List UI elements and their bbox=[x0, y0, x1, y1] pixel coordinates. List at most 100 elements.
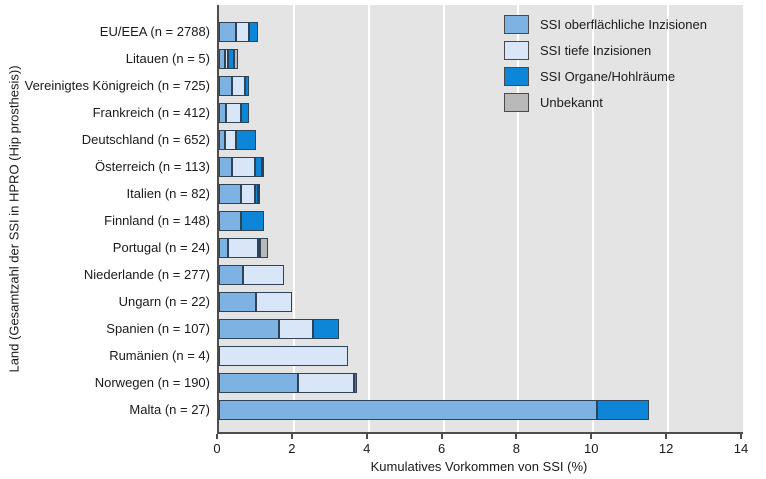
bar-row bbox=[219, 103, 249, 123]
x-tick-mark bbox=[440, 434, 443, 439]
category-label: Litauen (n = 5) bbox=[125, 51, 210, 66]
bar-segment bbox=[224, 49, 229, 69]
x-tick-label: 12 bbox=[658, 441, 674, 456]
category-label: Österreich (n = 113) bbox=[94, 159, 210, 174]
category-label: Spanien (n = 107) bbox=[106, 321, 210, 336]
bar-segment bbox=[262, 157, 265, 177]
bar-segment bbox=[245, 76, 249, 96]
x-tick-mark bbox=[740, 434, 742, 439]
x-tick-mark bbox=[365, 434, 368, 439]
category-label: Norwegen (n = 190) bbox=[94, 375, 210, 390]
category-label: Vereinigtes Königreich (n = 725) bbox=[24, 78, 210, 93]
category-label: Niederlande (n = 277) bbox=[83, 267, 210, 282]
legend: SSI oberflächliche Inzisionen SSI tiefe I… bbox=[504, 14, 707, 118]
legend-item: SSI tiefe Inzisionen bbox=[504, 40, 707, 60]
legend-label: SSI Organe/Hohlräume bbox=[540, 68, 676, 84]
x-tick-mark bbox=[590, 434, 593, 439]
bar-segment bbox=[226, 103, 242, 123]
bar-row bbox=[219, 130, 257, 150]
bar-segment bbox=[243, 265, 285, 285]
x-tick-label: 0 bbox=[213, 441, 221, 456]
x-tick-label: 2 bbox=[288, 441, 296, 456]
legend-item: Unbekannt bbox=[504, 92, 707, 112]
bar-segment bbox=[219, 319, 279, 339]
bar-segment bbox=[219, 76, 233, 96]
x-tick-mark bbox=[216, 434, 218, 439]
bar-row bbox=[219, 76, 249, 96]
category-label: EU/EEA (n = 2788) bbox=[99, 24, 210, 39]
bar-segment bbox=[353, 373, 358, 393]
bar-segment bbox=[256, 292, 292, 312]
bar-segment bbox=[258, 238, 261, 258]
bar-segment bbox=[219, 103, 227, 123]
bar-segment bbox=[219, 346, 349, 366]
bar-segment bbox=[219, 211, 242, 231]
bar-row bbox=[219, 157, 265, 177]
bar-segment bbox=[235, 22, 249, 42]
bar-segment bbox=[224, 130, 236, 150]
bar-segment bbox=[241, 211, 264, 231]
legend-swatch bbox=[504, 14, 529, 34]
x-tick-label: 8 bbox=[512, 441, 521, 456]
bar-segment bbox=[260, 238, 268, 258]
bar-segment bbox=[258, 184, 261, 204]
gridline bbox=[667, 5, 670, 432]
bar-row bbox=[219, 265, 285, 285]
y-axis-title: Land (Gesamtzahl der SSI in HPRO (Hip pr… bbox=[6, 65, 22, 373]
legend-swatch bbox=[504, 66, 529, 86]
legend-swatch bbox=[504, 40, 529, 60]
bar-segment bbox=[219, 265, 244, 285]
legend-swatch bbox=[504, 92, 529, 112]
bar-segment bbox=[219, 238, 229, 258]
bar-segment bbox=[219, 49, 225, 69]
category-label: Deutschland (n = 652) bbox=[81, 132, 210, 147]
x-tick-label: 4 bbox=[363, 441, 371, 456]
legend-label: SSI oberflächliche Inzisionen bbox=[540, 16, 707, 32]
bar-row bbox=[219, 211, 264, 231]
bar-row bbox=[219, 22, 259, 42]
bar-row bbox=[219, 346, 349, 366]
bar-segment bbox=[219, 400, 598, 420]
bar-segment bbox=[219, 130, 225, 150]
category-label: Finnland (n = 148) bbox=[104, 213, 210, 228]
x-tick-mark bbox=[290, 434, 293, 439]
bar-segment bbox=[219, 22, 236, 42]
x-tick-label: 14 bbox=[733, 441, 749, 456]
bar-segment bbox=[228, 238, 259, 258]
bar-segment bbox=[254, 184, 259, 204]
bar-segment bbox=[235, 130, 257, 150]
bar-segment bbox=[297, 373, 354, 393]
category-label: Portugal (n = 24) bbox=[112, 240, 210, 255]
bar-row bbox=[219, 184, 261, 204]
category-label: Rumänien (n = 4) bbox=[109, 348, 210, 363]
bar-segment bbox=[219, 157, 233, 177]
bar-row bbox=[219, 373, 358, 393]
bar-row bbox=[219, 292, 292, 312]
gridline bbox=[292, 5, 295, 432]
plot-area: SSI oberflächliche Inzisionen SSI tiefe I… bbox=[217, 5, 743, 434]
category-label: Italien (n = 82) bbox=[126, 186, 210, 201]
bar-segment bbox=[597, 400, 650, 420]
bar-row bbox=[219, 238, 268, 258]
bar-segment bbox=[278, 319, 313, 339]
gridline bbox=[442, 5, 445, 432]
x-tick-label: 6 bbox=[437, 441, 446, 456]
gridline bbox=[517, 5, 520, 432]
category-label: Malta (n = 27) bbox=[129, 402, 210, 417]
bar-segment bbox=[241, 184, 255, 204]
bar-segment bbox=[219, 292, 257, 312]
bar-segment bbox=[228, 49, 234, 69]
bar-segment bbox=[248, 22, 259, 42]
bar-segment bbox=[312, 319, 339, 339]
category-label: Frankreich (n = 412) bbox=[92, 105, 210, 120]
bar-row bbox=[219, 49, 238, 69]
bar-segment bbox=[233, 49, 238, 69]
bar-segment bbox=[232, 157, 255, 177]
legend-item: SSI oberflächliche Inzisionen bbox=[504, 14, 707, 34]
legend-label: Unbekannt bbox=[540, 94, 603, 110]
x-tick-mark bbox=[515, 434, 518, 439]
bar-segment bbox=[219, 184, 242, 204]
bar-segment bbox=[219, 373, 298, 393]
gridline bbox=[367, 5, 370, 432]
